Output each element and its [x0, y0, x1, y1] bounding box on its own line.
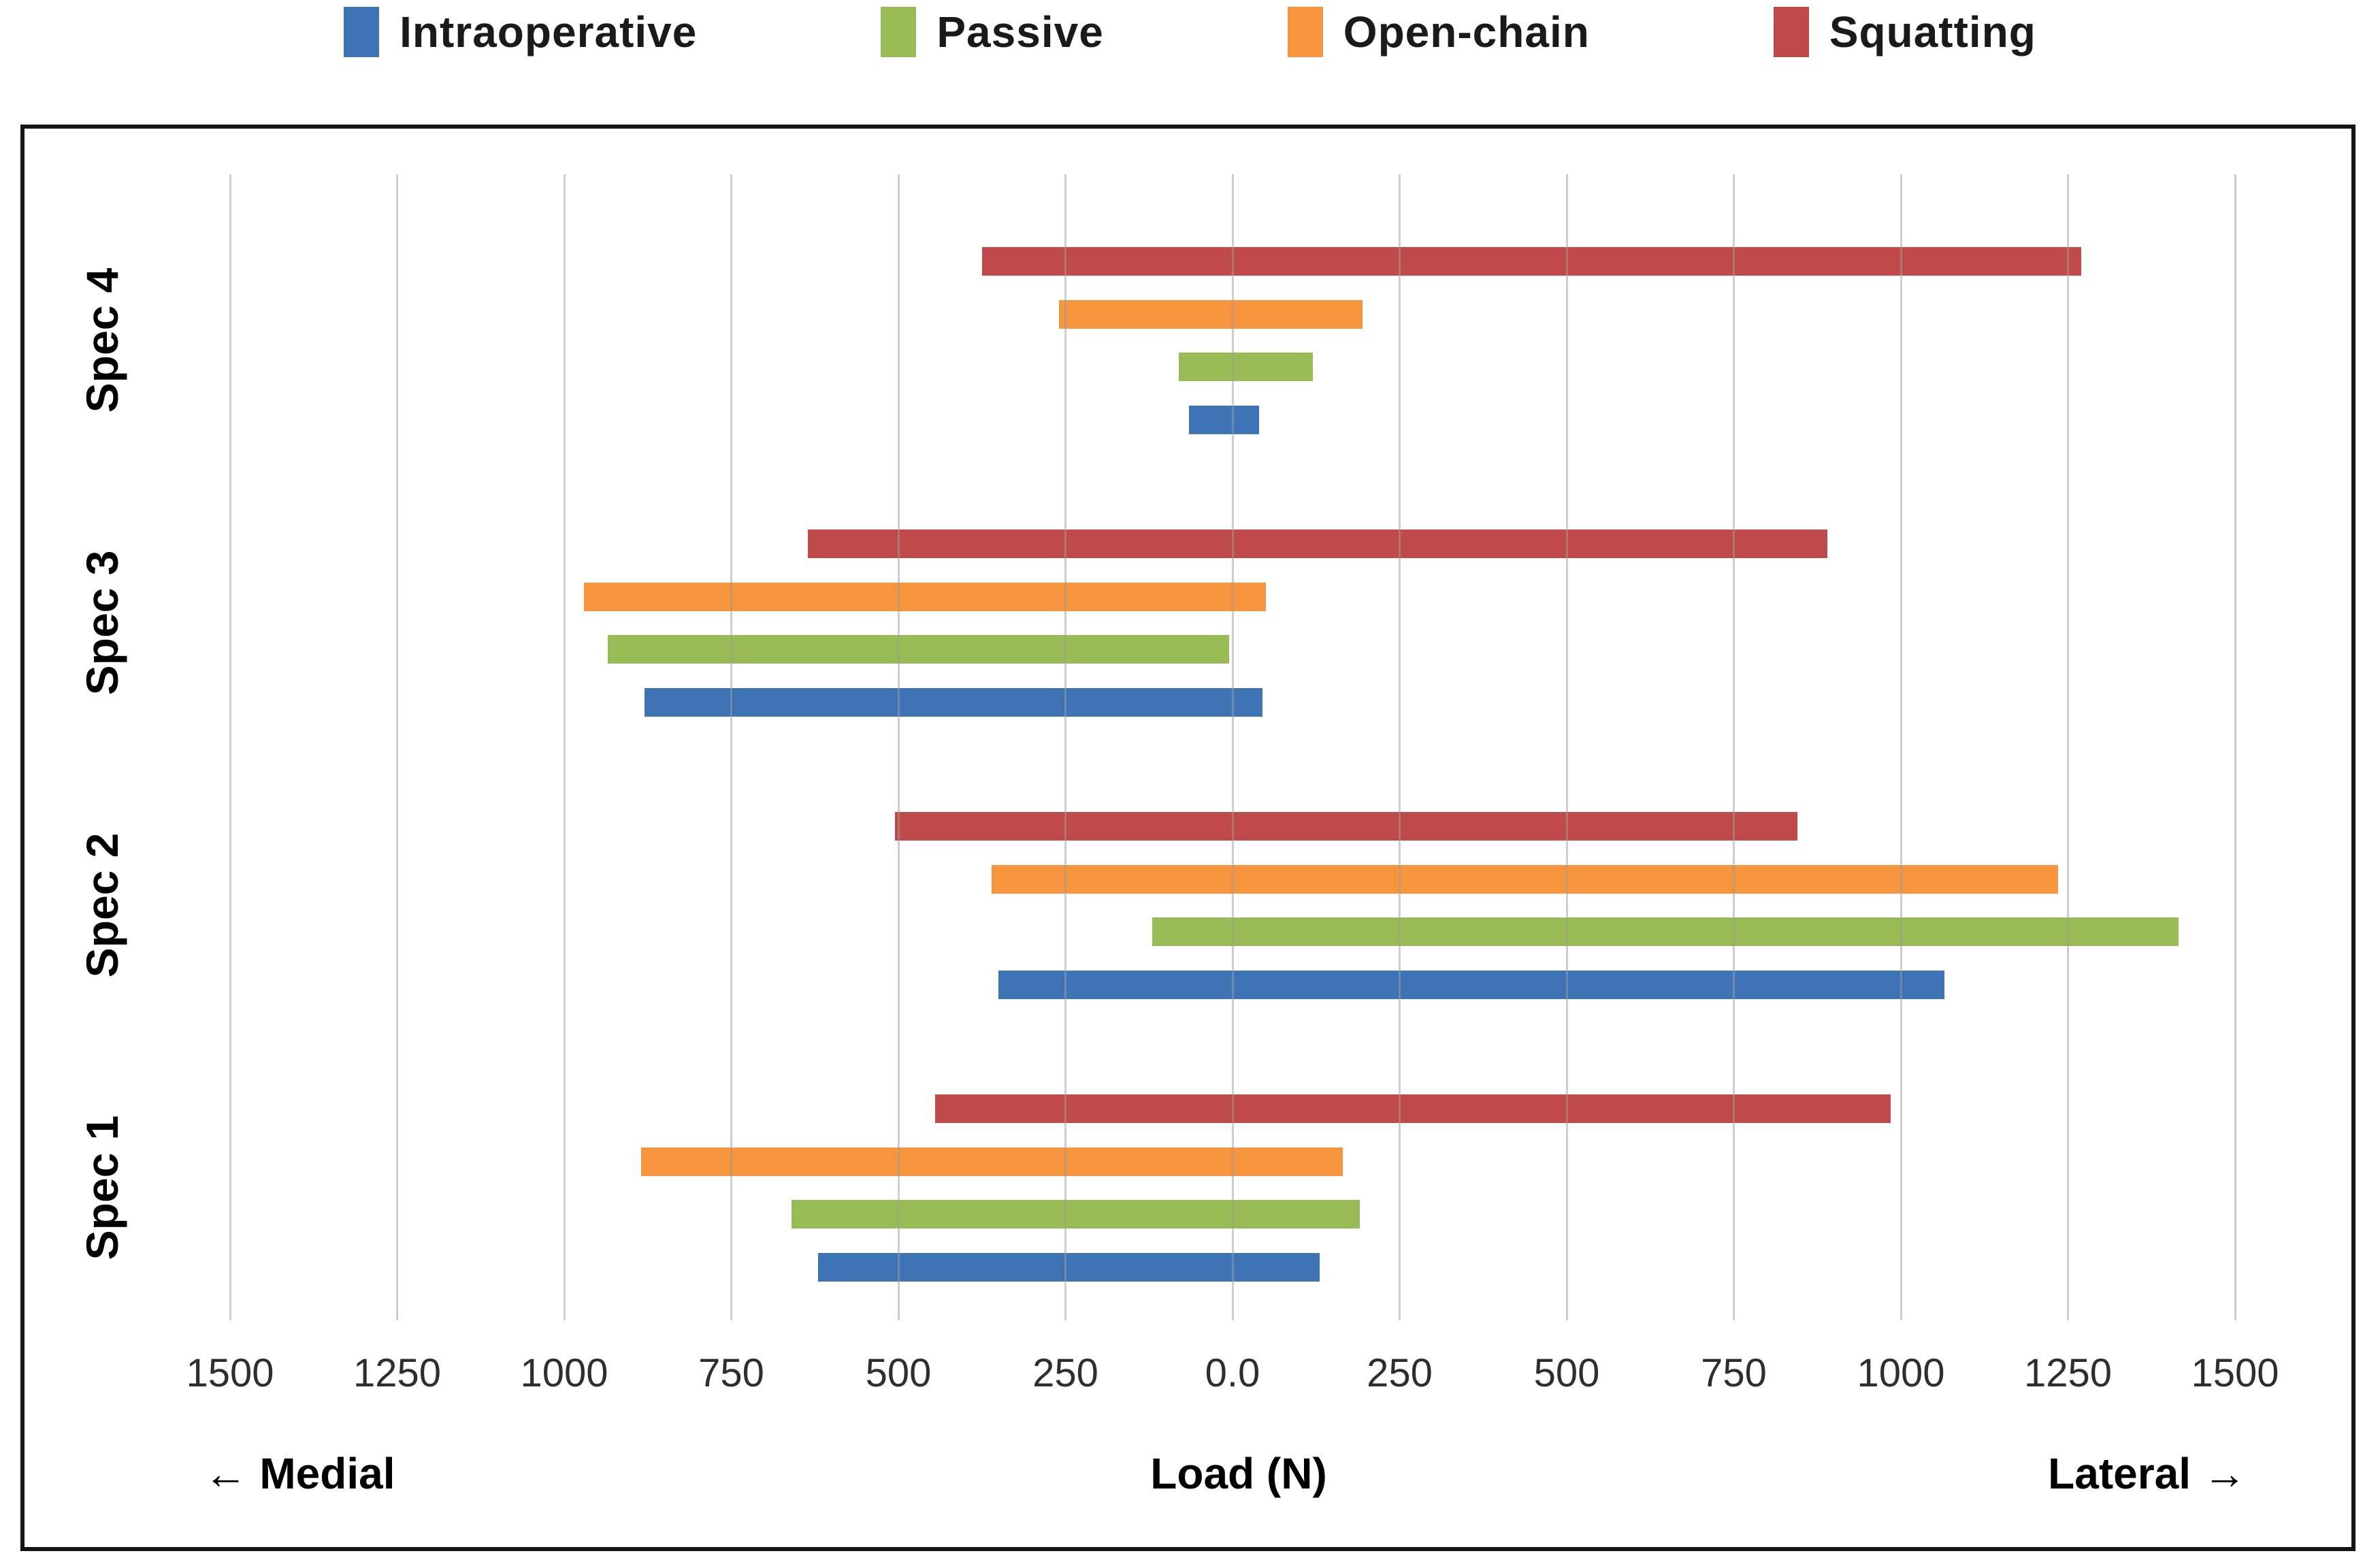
bar-spec-2-squatting — [895, 812, 1797, 841]
bar-spec-3-passive — [607, 635, 1230, 664]
gridline-x-6 — [1231, 174, 1234, 1320]
x-tick-label-5: 250 — [1032, 1351, 1098, 1395]
bar-spec-2-passive — [1152, 917, 2179, 946]
x-tick-label-2: 1000 — [520, 1351, 608, 1395]
x-tick-label-8: 500 — [1533, 1351, 1600, 1395]
legend-label: Squatting — [1829, 7, 2036, 56]
bar-spec-2-open-chain — [992, 864, 2058, 894]
gridline-x-4 — [897, 174, 900, 1320]
x-tick-label-9: 750 — [1701, 1351, 1767, 1395]
bar-spec-4-intraoperative — [1189, 405, 1260, 434]
bar-spec-3-intraoperative — [644, 687, 1263, 717]
x-tick-label-1: 1250 — [353, 1351, 442, 1395]
gridline-x-0 — [229, 174, 231, 1320]
bar-spec-1-intraoperative — [818, 1252, 1320, 1282]
gridline-x-7 — [1399, 174, 1401, 1320]
legend: Intraoperative Passive Open-chain Squatting — [0, 7, 2380, 57]
legend-item-intraoperative: Intraoperative — [344, 7, 697, 57]
legend-label: Passive — [936, 7, 1104, 56]
axis-label-load: Load (N) — [1150, 1449, 1327, 1498]
gridline-x-2 — [563, 174, 566, 1320]
bar-spec-1-open-chain — [640, 1147, 1343, 1176]
x-tick-label-7: 250 — [1367, 1351, 1433, 1395]
bar-spec-2-intraoperative — [998, 970, 1944, 999]
category-label-spec-2: Spec 2 — [77, 832, 127, 978]
legend-item-open-chain: Open-chain — [1287, 7, 1590, 57]
legend-label: Open-chain — [1343, 7, 1590, 56]
gridline-x-12 — [2234, 174, 2236, 1320]
category-label-spec-1: Spec 1 — [77, 1115, 127, 1260]
bar-spec-4-open-chain — [1058, 299, 1363, 329]
bar-spec-1-squatting — [935, 1094, 1891, 1123]
legend-label: Intraoperative — [400, 7, 698, 56]
category-label-spec-4: Spec 4 — [77, 267, 127, 413]
axis-label-medial: ← Medial — [203, 1449, 395, 1498]
gridline-x-8 — [1565, 174, 1568, 1320]
bar-spec-3-open-chain — [584, 582, 1267, 611]
x-tick-label-3: 750 — [698, 1351, 764, 1395]
x-tick-label-11: 1250 — [2023, 1351, 2113, 1395]
gridline-x-10 — [1900, 174, 1902, 1320]
legend-swatch-open-chain — [1287, 7, 1323, 57]
gridline-x-11 — [2067, 174, 2069, 1320]
bar-spec-4-passive — [1179, 353, 1313, 381]
axis-label-lateral: Lateral → — [2048, 1449, 2247, 1498]
legend-swatch-passive — [881, 7, 917, 57]
bar-spec-4-squatting — [981, 247, 2082, 276]
x-tick-label-4: 500 — [865, 1351, 932, 1395]
legend-item-squatting: Squatting — [1773, 7, 2036, 57]
x-tick-label-6: 0.0 — [1205, 1351, 1260, 1395]
gridline-x-1 — [396, 174, 398, 1320]
gridline-x-3 — [730, 174, 732, 1320]
gridline-x-9 — [1733, 174, 1735, 1320]
x-tick-label-12: 1500 — [2191, 1351, 2279, 1395]
legend-swatch-squatting — [1773, 7, 1809, 57]
bar-spec-1-passive — [791, 1200, 1360, 1229]
bar-spec-3-squatting — [808, 530, 1827, 558]
category-label-spec-3: Spec 3 — [77, 550, 127, 696]
legend-swatch-intraoperative — [344, 7, 380, 57]
legend-item-passive: Passive — [881, 7, 1103, 57]
x-tick-label-10: 1000 — [1857, 1351, 1945, 1395]
x-tick-label-0: 1500 — [186, 1351, 274, 1395]
gridline-x-5 — [1064, 174, 1066, 1320]
